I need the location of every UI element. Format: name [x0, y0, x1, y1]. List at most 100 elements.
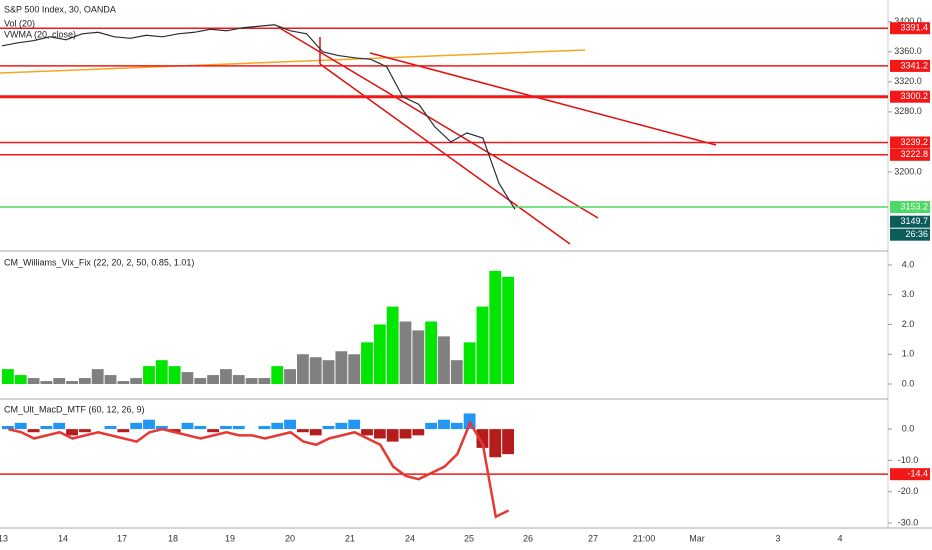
- histogram-bar: [117, 429, 130, 433]
- histogram-bar: [27, 429, 40, 433]
- x-tick-label: 27: [588, 533, 598, 543]
- bar: [438, 336, 450, 385]
- histogram-bar: [66, 429, 78, 436]
- trend-line: [319, 63, 571, 245]
- panel-title: S&P 500 Index, 30, OANDA: [4, 4, 116, 14]
- bar: [207, 375, 220, 385]
- bar: [476, 306, 489, 385]
- bar: [181, 372, 194, 385]
- x-tick-label: 21: [345, 533, 355, 543]
- bar: [284, 369, 296, 385]
- price-label: 3153.2: [900, 201, 928, 211]
- price-label: 3391.4: [900, 23, 928, 33]
- price-label: 3222.8: [900, 149, 928, 159]
- bar: [194, 378, 207, 385]
- panel-title: CM_Williams_Vix_Fix (22, 20, 2, 50, 0.85…: [4, 257, 194, 267]
- price-label-box: [890, 215, 930, 228]
- trend-line: [0, 49, 586, 74]
- price-label-box: [890, 22, 930, 35]
- histogram-bar: [296, 429, 309, 433]
- indicator-label: VWMA (20, close): [4, 29, 76, 39]
- y-tick-label: 2.0: [902, 319, 915, 329]
- x-tick-label: 17: [117, 533, 127, 543]
- bar: [450, 360, 463, 385]
- bar: [309, 357, 322, 385]
- y-tick-label: 3320.0: [894, 76, 922, 86]
- bar: [2, 369, 14, 385]
- bar: [66, 381, 78, 385]
- trend-line: [369, 52, 717, 146]
- bar: [104, 375, 117, 385]
- histogram-bar: [78, 429, 91, 433]
- histogram-bar: [438, 419, 450, 430]
- bar: [14, 375, 27, 385]
- bar: [322, 360, 335, 385]
- bar: [40, 381, 53, 385]
- histogram-bar: [284, 419, 296, 430]
- histogram-bar: [258, 425, 271, 430]
- histogram-bar: [143, 419, 155, 430]
- histogram-bar: [104, 425, 117, 430]
- price-label: -14.4: [907, 469, 928, 479]
- x-tick-label: 26: [523, 533, 533, 543]
- histogram-bar: [450, 422, 463, 430]
- y-tick-label: -30.0: [898, 517, 919, 527]
- bar: [53, 378, 66, 385]
- price-label: 3300.2: [900, 91, 928, 101]
- histogram-bar: [502, 429, 514, 455]
- bar: [463, 342, 476, 385]
- bar: [155, 360, 168, 385]
- y-tick-label: 3.0: [902, 289, 915, 299]
- histogram-bar: [335, 422, 348, 430]
- histogram-bar: [271, 422, 284, 430]
- price-label: 3239.2: [900, 137, 928, 147]
- histogram-bar: [53, 422, 66, 430]
- price-label: 26:36: [905, 229, 928, 239]
- trend-lines: [0, 26, 717, 245]
- x-tick-label: 14: [58, 533, 68, 543]
- x-tick-label: 19: [225, 533, 235, 543]
- histogram-bar: [348, 419, 361, 430]
- bar: [412, 330, 425, 385]
- histogram-bar: [489, 429, 502, 458]
- price-label-box: [890, 201, 930, 214]
- bar: [296, 354, 309, 385]
- bar: [143, 366, 155, 385]
- y-tick-label: 3280.0: [894, 106, 922, 116]
- indicator-label: Vol (20): [4, 18, 35, 28]
- x-tick-label: 24: [405, 533, 415, 543]
- macd-line: [8, 420, 510, 519]
- bar: [489, 270, 502, 385]
- panel-title: CM_Ult_MacD_MTF (60, 12, 26, 9): [4, 404, 145, 414]
- histogram-bar: [181, 422, 194, 430]
- histogram-bar: [155, 425, 168, 430]
- x-tick-label: 3: [775, 533, 780, 543]
- histogram-bar: [361, 429, 373, 436]
- y-tick-label: -10.0: [898, 455, 919, 465]
- histogram-bar: [476, 429, 489, 448]
- bar: [502, 276, 514, 385]
- histogram-bar: [14, 422, 27, 430]
- price-label: 3149.7: [900, 216, 928, 226]
- bar: [399, 321, 412, 385]
- bar: [271, 366, 284, 385]
- y-tick-label: 3400.0: [894, 16, 922, 26]
- bar: [425, 321, 438, 385]
- histogram-bar: [412, 429, 425, 436]
- bar: [220, 369, 232, 385]
- bar: [361, 342, 373, 385]
- bar: [130, 378, 143, 385]
- histogram-bar: [399, 429, 412, 439]
- histogram-bar: [194, 425, 207, 430]
- bar: [348, 354, 361, 385]
- y-tick-label: 3360.0: [894, 46, 922, 56]
- histogram-bar: [425, 422, 438, 430]
- bar: [373, 324, 386, 385]
- histogram-bar: [322, 425, 335, 430]
- histogram-bar: [130, 422, 143, 430]
- x-tick-label: 4: [837, 533, 842, 543]
- trend-line: [277, 26, 599, 219]
- histogram-bar: [2, 425, 14, 430]
- bar: [232, 375, 245, 385]
